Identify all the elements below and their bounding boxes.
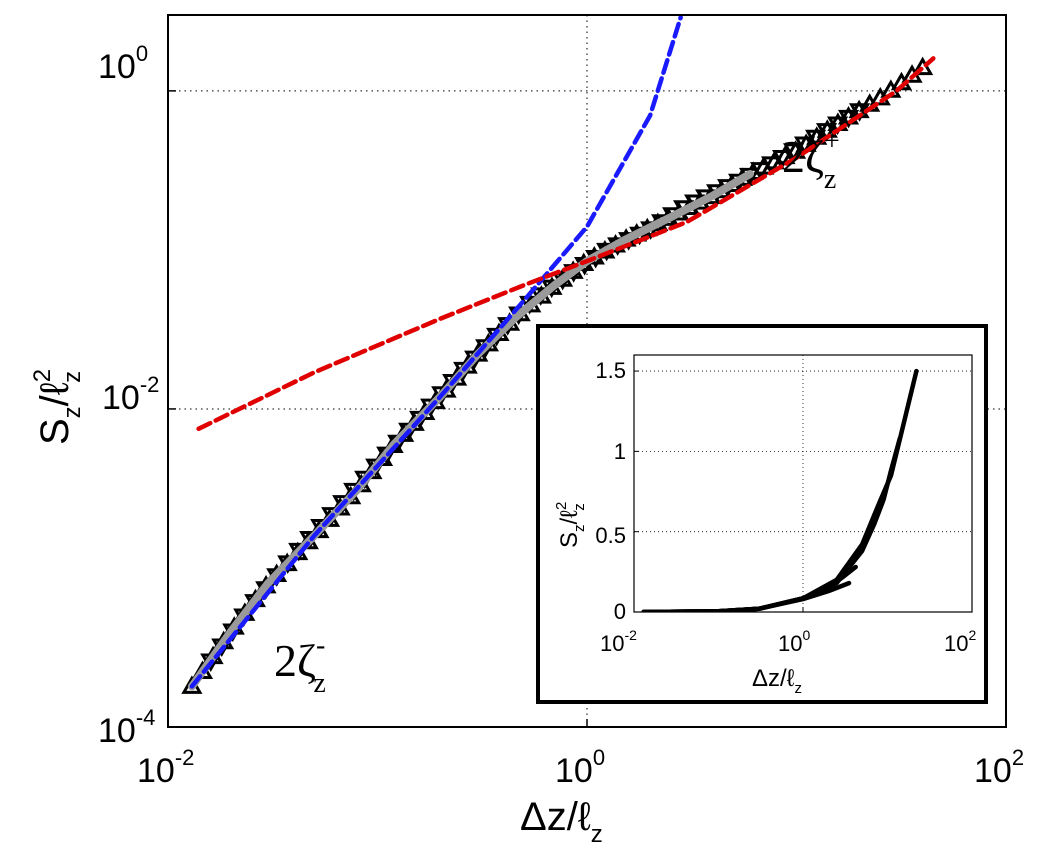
main-x-axis-label: Δz/ℓz [520,795,603,848]
main-series-4-line [196,56,936,432]
main-x-tick-label-1: 100 [555,745,605,790]
main-series-1-point-54 [793,136,816,156]
main-y-tick-label-2: 100 [98,41,148,86]
main-series-1-point-51 [761,156,783,175]
main-chart: 10-2 100 102 10-4 10-2 100 Δz/ℓz Sz/ℓ2 z … [29,14,1024,848]
inset-x-tick-label-2: 102 [944,627,976,656]
main-series-1-point-50 [750,162,772,181]
annotation-zeta-minus: 2ζ-z [274,630,326,699]
inset-y-axis-label: Sz/ℓ2z [553,502,588,548]
inset-series [641,368,919,612]
main-series-1-point-59 [848,103,871,122]
inset-x-axis-label: Δz/ℓz [752,665,802,697]
inset-y-tick-label-3: 1.5 [595,358,626,383]
inset-x-tick-label-1: 100 [778,627,810,656]
main-series [181,15,936,694]
main-series-1-point-56 [815,123,838,142]
main-x-tick-label-0: 10-2 [137,745,194,790]
annotation-zeta-plus: 2ζ+ z [782,126,840,195]
main-y-tick-label-1: 10-2 [102,372,159,417]
inset-x-tick-label-0: 10-2 [600,627,637,656]
main-series-1-point-53 [783,143,805,162]
main-y-axis-label: Sz/ℓ2 z [29,369,86,445]
main-series-1-point-52 [772,150,794,169]
main-x-tick-label-2: 102 [974,745,1024,790]
inset-y-tick-label-1: 0.5 [595,523,626,548]
main-series-3-line [189,15,683,689]
inset-plot-frame [633,354,973,613]
inset-y-tick-label-2: 1 [614,439,626,464]
inset-y-tick-label-0: 0 [614,599,626,624]
main-y-tick-label-0: 10-4 [98,705,155,750]
inset-chart: 0 0.5 1 1.5 10-2 100 102 Δz/ℓz Sz/ℓ2z [536,324,988,704]
inset-box [536,324,988,704]
main-series-1-point-55 [804,129,827,149]
inset-series-3 [641,580,852,612]
main-plot-frame [167,14,1007,728]
